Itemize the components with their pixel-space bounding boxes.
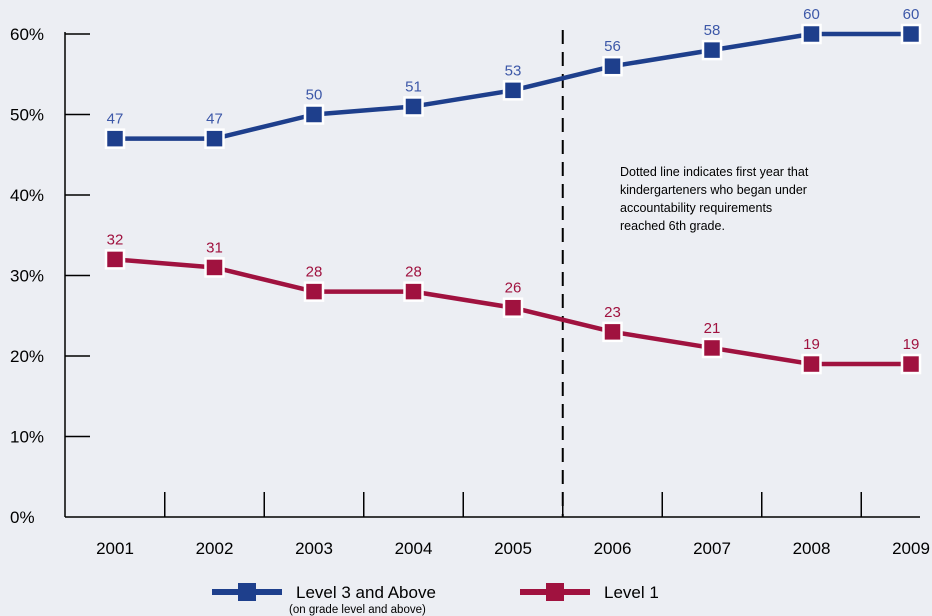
y-axis-ticks: 0% 10% 20% 30% 40% 50% 60%: [10, 25, 90, 527]
x-tick-label: 2009: [892, 539, 930, 558]
legend-swatch-marker: [238, 583, 256, 601]
data-label: 28: [405, 264, 422, 281]
data-label: 51: [405, 78, 422, 95]
x-tick-label: 2007: [693, 539, 731, 558]
data-label: 19: [903, 336, 920, 353]
legend: Level 3 and Above (on grade level and ab…: [212, 583, 659, 616]
x-axis: 2001 2002 2003 2004 2005 2006 2007 2008 2009: [65, 492, 930, 558]
data-label: 26: [505, 280, 522, 297]
data-point-marker: [801, 353, 822, 375]
data-label: 19: [803, 336, 820, 353]
legend-swatch-marker: [546, 583, 564, 601]
data-point-marker: [303, 281, 325, 302]
data-point-marker: [701, 39, 723, 61]
data-label: 28: [306, 264, 323, 281]
data-point-marker: [502, 80, 524, 101]
series-layer: 47 47 50 51 53 56 58 60 60 32 31 28 28 26 23 21 19 19: [104, 6, 922, 375]
legend-label: Level 3 and Above: [296, 583, 436, 602]
data-point-marker: [502, 297, 524, 318]
data-label: 60: [803, 6, 820, 23]
y-tick-label: 20%: [10, 347, 44, 366]
x-tick-label: 2001: [96, 539, 134, 558]
data-label: 58: [704, 22, 721, 39]
data-label: 31: [206, 239, 223, 256]
annotation-line: reached 6th grade.: [620, 219, 725, 233]
annotation-line: Dotted line indicates first year that: [620, 165, 809, 179]
legend-item-level-1: Level 1: [520, 583, 659, 602]
data-label: 53: [505, 62, 522, 79]
y-tick-label: 10%: [10, 428, 44, 447]
data-point-marker: [900, 23, 922, 45]
x-tick-label: 2004: [395, 539, 433, 558]
data-point-marker: [104, 249, 126, 270]
y-tick-label: 60%: [10, 25, 44, 44]
data-point-marker: [403, 281, 424, 302]
data-label: 21: [704, 320, 721, 337]
y-tick-label: 50%: [10, 106, 44, 125]
data-label: 47: [107, 111, 124, 128]
data-label: 23: [604, 304, 621, 321]
y-tick-label: 0%: [10, 508, 35, 527]
data-point-marker: [104, 128, 126, 149]
x-tick-label: 2005: [494, 539, 532, 558]
data-label: 56: [604, 38, 621, 55]
annotation-line: kindergarteners who began under: [620, 183, 807, 197]
annotation-text: Dotted line indicates first year that ki…: [620, 165, 812, 233]
data-label: 32: [107, 231, 124, 248]
data-point-marker: [303, 104, 325, 125]
series-level-1: 32 31 28 28 26 23 21 19 19: [104, 231, 922, 375]
series-level-3-and-above: 47 47 50 51 53 56 58 60 60: [104, 6, 922, 149]
data-point-marker: [403, 96, 424, 117]
x-tick-label: 2008: [793, 539, 831, 558]
y-axis: 0% 10% 20% 30% 40% 50% 60%: [10, 25, 90, 527]
data-point-marker: [900, 353, 922, 375]
data-point-marker: [701, 337, 723, 359]
y-tick-label: 40%: [10, 186, 44, 205]
x-tick-label: 2003: [295, 539, 333, 558]
x-tick-label: 2006: [594, 539, 632, 558]
data-point-marker: [801, 23, 822, 45]
data-label: 47: [206, 111, 223, 128]
legend-sublabel: (on grade level and above): [289, 604, 426, 616]
annotation-line: accountability requirements: [620, 201, 772, 215]
data-label: 60: [903, 6, 920, 23]
y-tick-label: 30%: [10, 267, 44, 286]
data-point-marker: [204, 257, 225, 278]
data-label: 50: [306, 87, 323, 104]
data-point-marker: [602, 55, 623, 77]
legend-label: Level 1: [604, 583, 659, 602]
x-tick-label: 2002: [196, 539, 234, 558]
data-point-marker: [204, 128, 225, 149]
legend-item-level-3-and-above: Level 3 and Above (on grade level and ab…: [212, 583, 436, 616]
x-axis-ticks: 2001 2002 2003 2004 2005 2006 2007 2008 2009: [96, 492, 930, 558]
data-point-marker: [602, 321, 623, 343]
